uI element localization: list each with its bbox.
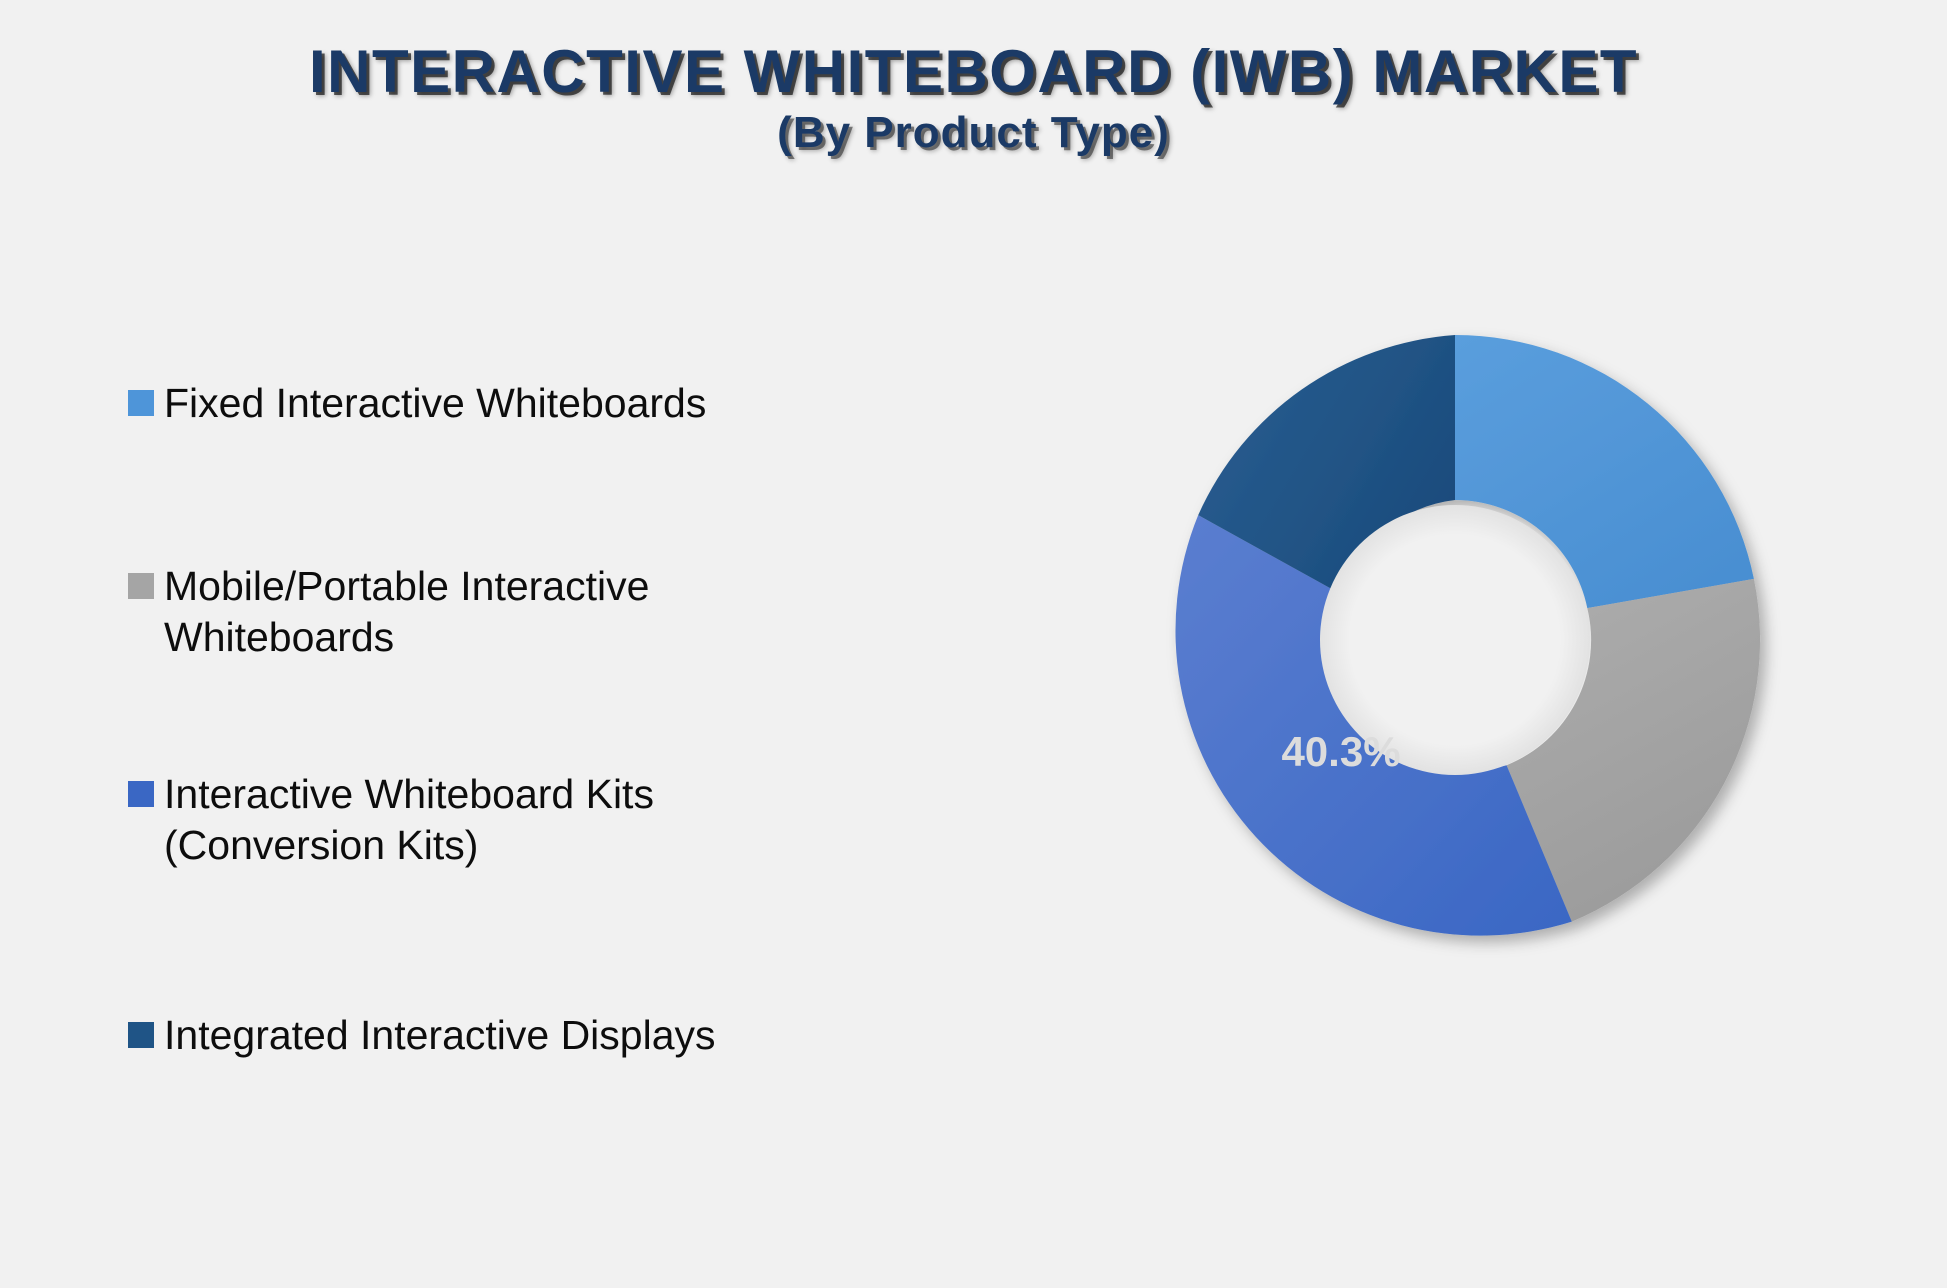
donut-chart-svg: 40.3% (1175, 335, 1761, 936)
legend-item-label: Integrated Interactive Displays (164, 1012, 716, 1058)
donut-slice-fixed-interactive-whiteboards[interactable] (1455, 335, 1754, 609)
slice-data-label: 40.3% (1281, 728, 1400, 775)
chart-title: INTERACTIVE WHITEBOARD (IWB) MARKET (308, 38, 1639, 105)
legend-item-integrated-interactive-displays[interactable]: Integrated Interactive Displays (128, 1010, 716, 1061)
donut-slice-mobile-portable-interactive-whiteboards[interactable] (1506, 578, 1761, 922)
legend-item-interactive-whiteboard-kits[interactable]: Interactive Whiteboard Kits (Conversion … (128, 769, 654, 871)
donut-hole (1320, 505, 1590, 775)
chart-header: INTERACTIVE WHITEBOARD (IWB) MARKET (By … (0, 38, 1947, 157)
donut-slice-interactive-whiteboard-kits[interactable] (1175, 515, 1572, 936)
legend-swatch-icon (128, 573, 154, 599)
legend-item-label: Interactive Whiteboard Kits (Conversion … (164, 771, 654, 868)
donut-slice-integrated-interactive-displays[interactable] (1198, 335, 1455, 595)
legend-item-mobile-portable-interactive-whiteboards[interactable]: Mobile/Portable Interactive Whiteboards (128, 561, 649, 663)
legend-item-fixed-interactive-whiteboards[interactable]: Fixed Interactive Whiteboards (128, 378, 706, 429)
legend-item-label: Fixed Interactive Whiteboards (164, 380, 707, 426)
donut-slices (1175, 335, 1761, 936)
legend-swatch-icon (128, 1022, 154, 1048)
chart-subtitle: (By Product Type) (777, 107, 1170, 157)
donut-chart: 40.3% (1125, 310, 1790, 975)
legend-swatch-icon (128, 390, 154, 416)
legend-swatch-icon (128, 781, 154, 807)
legend-item-label: Mobile/Portable Interactive Whiteboards (164, 563, 650, 660)
